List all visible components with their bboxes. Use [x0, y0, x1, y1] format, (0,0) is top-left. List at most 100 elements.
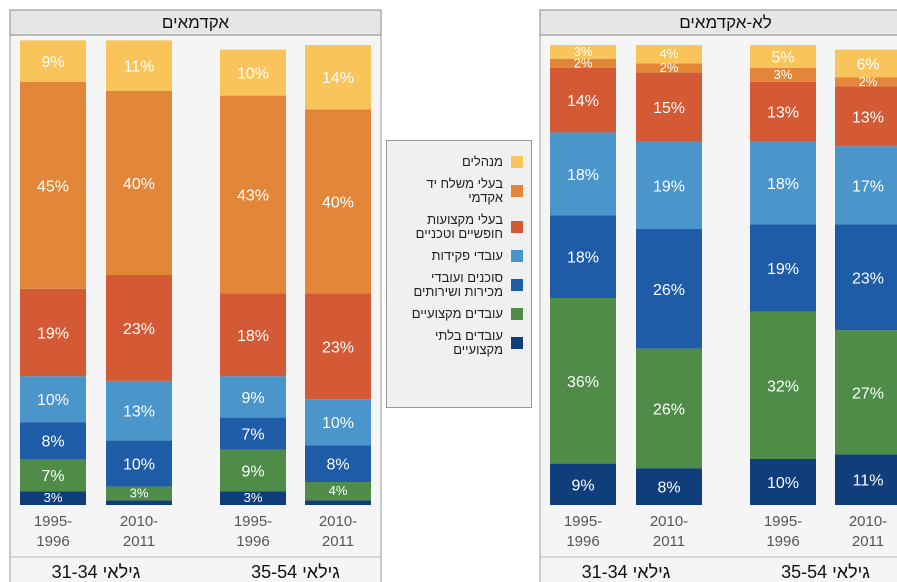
data-label: 10%: [237, 66, 269, 83]
data-label: 23%: [123, 321, 155, 338]
data-label: 26%: [653, 282, 685, 299]
legend-item: מנהלים: [393, 155, 523, 169]
legend-label: מנהלים: [461, 154, 503, 169]
data-label: 13%: [767, 105, 799, 122]
bar-segment: [220, 376, 286, 418]
bar-segment: [220, 417, 286, 450]
bar-segment: [106, 275, 172, 381]
data-label: 15%: [653, 100, 685, 117]
data-label: 14%: [567, 93, 599, 110]
data-label: 40%: [123, 176, 155, 193]
data-label: 36%: [567, 374, 599, 391]
data-label: 7%: [41, 468, 64, 485]
data-label: 8%: [326, 457, 349, 474]
legend-item: עובדים מקצועיים: [393, 307, 523, 321]
bar-segment: [636, 229, 702, 349]
x-tick-label: 2010-2011: [649, 513, 689, 550]
data-label: 18%: [567, 250, 599, 267]
x-tick-label: 1995-1996: [763, 513, 803, 550]
legend-item: בעלי משלח יד אקדמי: [393, 177, 523, 205]
data-label: 23%: [322, 339, 354, 356]
bar-segment: [220, 95, 286, 294]
bar-segment: [305, 109, 371, 294]
data-label: 9%: [241, 464, 264, 481]
bar-segment: [20, 491, 86, 505]
bar-segment: [106, 500, 172, 505]
bar-segment: [550, 215, 616, 298]
legend-label: עובדים בלתי מקצועיים: [435, 328, 503, 357]
data-label: 3%: [574, 44, 593, 59]
bar-segment: [550, 132, 616, 216]
bar-segment: [220, 491, 286, 505]
bar-segment: [636, 45, 702, 64]
data-label: 9%: [571, 477, 594, 494]
data-label: 10%: [123, 457, 155, 474]
data-label: 19%: [37, 326, 69, 343]
bar-segment: [20, 422, 86, 459]
bar-segment: [835, 86, 897, 147]
legend: מנהלים בעלי משלח יד אקדמי בעלי מקצועות חופ…: [386, 140, 532, 408]
bar-segment: [106, 440, 172, 487]
bar-segment: [305, 45, 371, 110]
data-label: 8%: [41, 434, 64, 451]
data-label: 10%: [322, 415, 354, 432]
data-label: 14%: [322, 70, 354, 87]
legend-item: סוכנים ועובדי מכירות ושירותים: [393, 271, 523, 299]
legend-swatch: [511, 221, 523, 233]
bar-segment: [750, 141, 816, 225]
data-label: 17%: [852, 178, 884, 195]
legend-swatch: [511, 337, 523, 349]
bar-segment: [636, 141, 702, 229]
legend-swatch: [511, 250, 523, 262]
data-label: 11%: [124, 59, 155, 76]
bar-segment: [636, 63, 702, 73]
title-bar: [539, 9, 897, 36]
bar-segment: [835, 49, 897, 78]
data-label: 2%: [660, 60, 679, 75]
bar-segment: [835, 146, 897, 225]
bar-segment: [305, 500, 371, 505]
data-label: 3%: [774, 67, 793, 82]
data-label: 3%: [44, 490, 63, 505]
legend-item: עובדים בלתי מקצועיים: [393, 329, 523, 357]
legend-label: עובדי פקידות: [431, 248, 503, 263]
legend-item: בעלי מקצועות חופשיים וטכניים: [393, 213, 523, 241]
legend-swatch: [511, 308, 523, 320]
legend-item: עובדי פקידות: [393, 249, 523, 263]
bar-segment: [636, 468, 702, 505]
data-label: 4%: [660, 46, 679, 61]
group-label: גילאי 31-34: [581, 562, 671, 582]
bar-segment: [106, 380, 172, 441]
data-label: 23%: [852, 270, 884, 287]
group-label: גילאי 31-34: [51, 562, 141, 582]
title-bar: [9, 9, 382, 36]
data-label: 2%: [574, 55, 593, 70]
data-label: 19%: [653, 178, 685, 195]
bar-segment: [106, 91, 172, 275]
data-label: 5%: [771, 50, 794, 67]
x-tick-label: 2010-2011: [848, 513, 888, 550]
group-label: גילאי 35-54: [781, 562, 870, 582]
bar-segment: [20, 288, 86, 377]
bar-segment: [220, 449, 286, 492]
bar-segment: [20, 459, 86, 492]
legend-label: סוכנים ועובדי מכירות ושירותים: [413, 270, 503, 299]
data-label: 32%: [767, 378, 799, 395]
legend-swatch: [511, 185, 523, 197]
data-label: 2%: [859, 74, 878, 89]
bar-segment: [750, 311, 816, 459]
data-label: 11%: [853, 473, 884, 490]
bar-segment: [305, 445, 371, 482]
bar-segment: [106, 486, 172, 501]
bar-segment: [305, 399, 371, 446]
data-label: 43%: [237, 188, 269, 205]
bar-segment: [550, 298, 616, 464]
bar-segment: [835, 224, 897, 331]
bar-segment: [750, 68, 816, 82]
data-label: 4%: [329, 483, 348, 498]
bar-segment: [550, 45, 616, 59]
bar-segment: [550, 463, 616, 505]
data-label: 3%: [244, 490, 263, 505]
data-label: 40%: [322, 194, 354, 211]
